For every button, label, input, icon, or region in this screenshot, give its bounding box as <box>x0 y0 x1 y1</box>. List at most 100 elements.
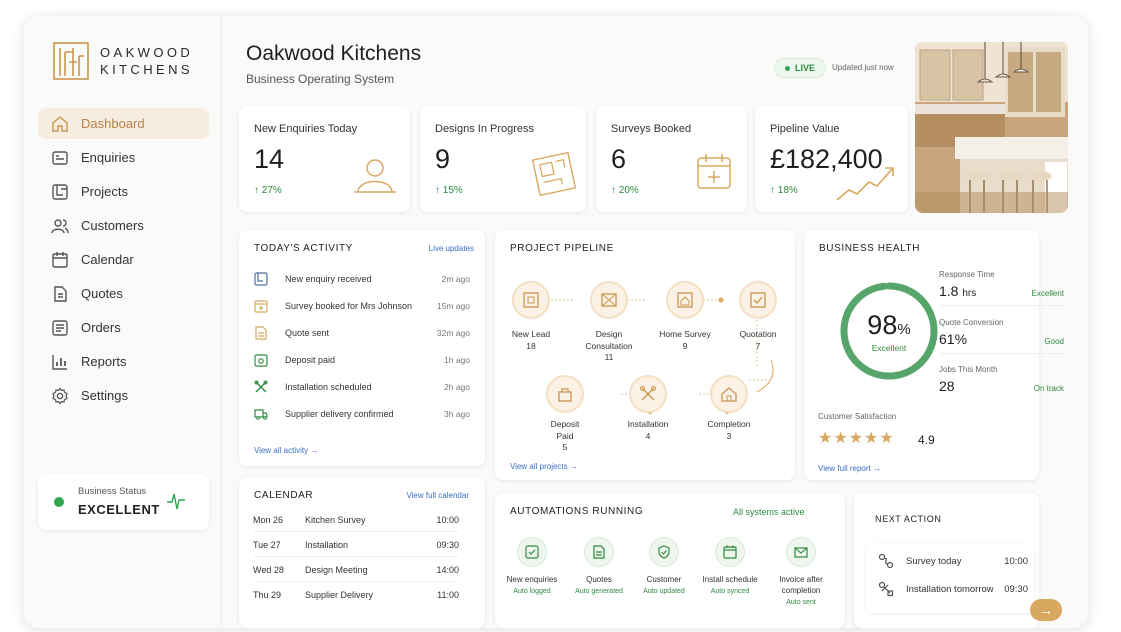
envelope-icon <box>601 293 617 307</box>
pipeline-node-quotation[interactable] <box>739 281 777 319</box>
next-action-row[interactable]: Installation tomorrow 09:30 <box>878 577 1028 601</box>
calendar-row[interactable]: Tue 27 Installation 09:30 <box>253 533 459 557</box>
health-metric-jobs-month: Jobs This Month 28 On track <box>939 365 1064 394</box>
health-title: BUSINESS HEALTH <box>819 243 921 254</box>
calendar-icon <box>723 545 737 559</box>
pipeline-label: Installation 4 <box>627 419 669 441</box>
status-dot <box>54 497 64 507</box>
business-status-card: Business Status EXCELLENT <box>38 474 209 530</box>
sidebar-item-label: Quotes <box>81 286 123 301</box>
stat-value: 6 <box>611 144 627 174</box>
next-action-panel: NEXT ACTION Survey today 10:00 Installati… <box>854 493 1039 628</box>
activity-row[interactable]: Installation scheduled 2h ago <box>254 378 470 396</box>
pipeline-node-installation[interactable] <box>629 375 667 413</box>
calendar-row[interactable]: Wed 28 Design Meeting 14:00 <box>253 558 459 582</box>
pipeline-node-home-survey[interactable] <box>666 281 704 319</box>
sidebar-item-enquiries[interactable]: Enquiries <box>38 142 209 173</box>
automation-install-schedule[interactable]: Install schedule Auto synced <box>699 537 761 595</box>
stat-change: ↑ 27% <box>254 185 282 196</box>
check-document-icon <box>750 292 766 308</box>
sidebar-item-dashboard[interactable]: Dashboard <box>38 108 209 139</box>
activity-row[interactable]: Deposit paid 1h ago <box>254 351 470 369</box>
activity-row[interactable]: Supplier delivery confirmed 3h ago <box>254 405 470 423</box>
activity-row[interactable]: New enquiry received 2m ago <box>254 270 470 288</box>
activity-panel: TODAY'S ACTIVITY Live updates New enquir… <box>239 230 485 466</box>
view-full-calendar-link[interactable]: View full calendar <box>406 491 469 500</box>
automation-invoice[interactable]: Invoice after completion Auto sent <box>770 537 832 606</box>
view-all-activity-link[interactable]: View all activity → <box>254 446 319 455</box>
user-icon <box>354 159 396 193</box>
next-action-row[interactable]: Survey today 10:00 <box>878 549 1028 573</box>
activity-row[interactable]: Survey booked for Mrs Johnson 15m ago <box>254 297 470 315</box>
sidebar-item-orders[interactable]: Orders <box>38 312 209 343</box>
shield-check-icon <box>658 545 670 559</box>
house-icon <box>677 292 693 308</box>
activity-row[interactable]: Quote sent 32m ago <box>254 324 470 342</box>
arrow-right-icon: → <box>1039 602 1053 618</box>
live-updates-link[interactable]: Live updates <box>428 244 474 253</box>
live-badge: LIVE <box>774 58 826 78</box>
sidebar-nav: Dashboard Enquiries Projects Customers C… <box>38 108 209 414</box>
pipeline-node-deposit-paid[interactable] <box>546 375 584 413</box>
health-panel: BUSINESS HEALTH 98% Excellent Response T… <box>804 230 1064 480</box>
pipeline-panel: PROJECT PIPELINE New Lead 18 Design Consu… <box>495 230 795 480</box>
logo: OAKWOOD KITCHENS <box>53 42 193 80</box>
mail-check-icon <box>794 547 808 558</box>
brand-line2: KITCHENS <box>100 62 193 77</box>
status-value: EXCELLENT <box>78 502 160 517</box>
sidebar: OAKWOOD KITCHENS Dashboard Enquiries Pro… <box>24 16 222 628</box>
calendar-panel: CALENDAR View full calendar Mon 26 Kitche… <box>239 477 485 628</box>
truck-icon <box>254 409 268 420</box>
pipeline-label: Completion 3 <box>707 419 751 441</box>
sidebar-item-label: Calendar <box>81 252 134 267</box>
stat-card-designs[interactable]: Designs In Progress 9 ↑ 15% <box>420 106 586 212</box>
automations-panel: AUTOMATIONS RUNNING All systems active N… <box>495 493 845 628</box>
rating-stars-icon: ★★★★★ <box>818 430 895 447</box>
sidebar-item-reports[interactable]: Reports <box>38 346 209 377</box>
stat-value: 14 <box>254 144 285 174</box>
automation-new-enquiries[interactable]: New enquiries Auto logged <box>501 537 563 595</box>
pipeline-node-completion[interactable] <box>710 375 748 413</box>
kitchen-photo <box>915 42 1068 213</box>
calendar-icon <box>254 300 268 313</box>
app-window: OAKWOOD KITCHENS Dashboard Enquiries Pro… <box>24 16 1088 628</box>
sidebar-item-customers[interactable]: Customers <box>38 210 209 241</box>
next-arrow-button[interactable]: → <box>1030 599 1062 621</box>
sidebar-item-label: Settings <box>81 388 128 403</box>
tools-icon <box>640 386 656 401</box>
sidebar-item-settings[interactable]: Settings <box>38 380 209 411</box>
calendar-row[interactable]: Thu 29 Supplier Delivery 11:00 <box>253 590 459 600</box>
health-score-label: Excellent <box>871 343 907 353</box>
sidebar-item-quotes[interactable]: Quotes <box>38 278 209 309</box>
pipeline-node-design-consultation[interactable] <box>590 281 628 319</box>
stat-label: Surveys Booked <box>611 123 692 135</box>
view-all-projects-link[interactable]: View all projects → <box>510 462 578 471</box>
house-icon <box>721 387 737 402</box>
payment-icon <box>254 354 268 367</box>
page-title: Oakwood Kitchens <box>246 42 422 65</box>
document-icon <box>54 285 67 302</box>
health-metric-response-time: Response Time 1.8 hrs Excellent <box>939 270 1064 306</box>
stat-card-surveys[interactable]: Surveys Booked 6 ↑ 20% <box>596 106 747 212</box>
automation-quotes[interactable]: Quotes Auto generated <box>568 537 630 595</box>
calendar-row[interactable]: Mon 26 Kitchen Survey 10:00 <box>253 508 459 532</box>
view-full-report-link[interactable]: View full report → <box>818 464 881 473</box>
sidebar-item-label: Dashboard <box>81 116 145 131</box>
stat-card-pipeline[interactable]: Pipeline Value £182,400 ↑ 18% <box>755 106 908 212</box>
stat-card-enquiries[interactable]: New Enquiries Today 14 ↑ 27% <box>239 106 410 212</box>
check-icon <box>525 545 539 559</box>
sidebar-item-calendar[interactable]: Calendar <box>38 244 209 275</box>
blueprint-icon <box>523 292 539 308</box>
calendar-plus-icon <box>697 154 731 189</box>
automation-customer[interactable]: Customer Auto updated <box>633 537 695 595</box>
next-action-title: NEXT ACTION <box>875 514 942 524</box>
activity-title: TODAY'S ACTIVITY <box>254 243 353 254</box>
gear-icon <box>52 387 68 404</box>
document-icon <box>593 545 605 559</box>
calendar-icon <box>52 251 68 268</box>
satisfaction-value: 4.9 <box>918 433 935 447</box>
pipeline-node-new-lead[interactable] <box>512 281 550 319</box>
stat-label: Designs In Progress <box>435 123 535 135</box>
inbox-icon <box>52 150 68 165</box>
sidebar-item-projects[interactable]: Projects <box>38 176 209 207</box>
